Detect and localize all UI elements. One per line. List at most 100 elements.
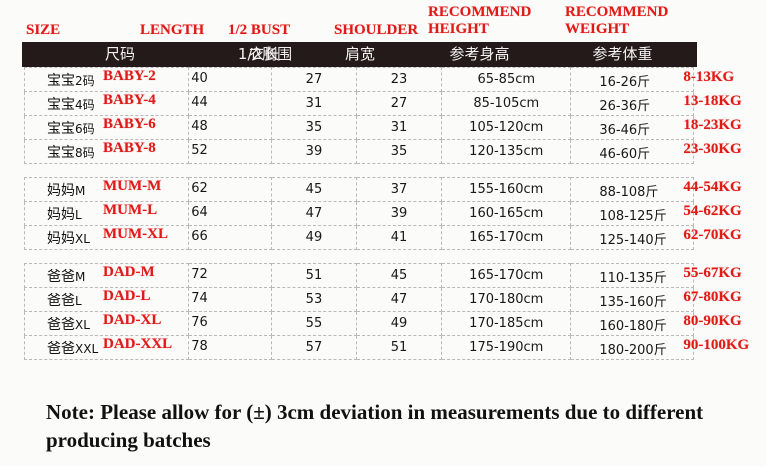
cell-recommend-height: 170-185cm: [441, 311, 572, 336]
cell-length: 62: [188, 177, 272, 202]
size-label-cn: 爸爸M: [47, 266, 85, 286]
cell-recommend-weight: 180-200斤 90-100KG: [570, 335, 749, 360]
size-label-cn: 宝宝4码: [47, 94, 95, 114]
cell-recommend-weight: 26-36斤 13-18KG: [570, 91, 742, 116]
table-row: 妈妈M MUM-M 62 45 37 155-160cm 88-108斤 44-54KG: [23, 177, 742, 202]
cell-size: 宝宝4码 BABY-4: [23, 91, 190, 116]
header-band: [22, 42, 697, 67]
table-row: 妈妈L MUM-L 64 47 39 160-165cm 108-125斤 54-62KG: [23, 201, 742, 226]
cell-length: 40: [188, 67, 272, 92]
length-value: 62: [191, 181, 208, 196]
size-label-cn-base: 宝宝: [47, 121, 75, 137]
header-en-length: LENGTH: [140, 22, 205, 38]
cell-size: 妈妈M MUM-M: [23, 177, 190, 202]
weight-value-kg: 90-100KG: [683, 337, 750, 353]
cell-recommend-weight: 36-46斤 18-23KG: [570, 115, 742, 140]
weight-value-jin: 110-135斤: [599, 271, 667, 286]
length-value: 72: [191, 267, 208, 282]
cell-bust: 45: [270, 177, 358, 202]
length-value: 76: [191, 315, 208, 330]
cell-bust: 51: [270, 263, 358, 288]
size-label-cn-suffix: XXL: [75, 342, 99, 356]
cell-size: 爸爸XL DAD-XL: [23, 311, 190, 336]
cell-recommend-height: 170-180cm: [441, 287, 572, 312]
length-value: 48: [191, 119, 208, 134]
table-row: 宝宝8码 BABY-8 52 39 35 120-135cm 46-60斤 23-30KG: [23, 139, 742, 164]
size-label-cn-suffix: XL: [75, 318, 90, 332]
size-label-cn-suffix: XL: [75, 232, 90, 246]
size-label-en: MUM-M: [103, 178, 162, 194]
size-label-cn-suffix: 8码: [75, 146, 95, 160]
size-label-en: BABY-4: [103, 92, 156, 108]
size-label-cn-base: 宝宝: [47, 73, 75, 89]
cell-bust: 49: [270, 225, 358, 250]
weight-value-jin: 16-26斤: [599, 75, 651, 90]
weight-value-kg: 18-23KG: [683, 117, 742, 133]
weight-value-jin: 135-160斤: [599, 295, 667, 310]
size-label-cn-base: 宝宝: [47, 97, 75, 113]
cell-recommend-weight: 135-160斤 67-80KG: [570, 287, 742, 312]
size-label-en: BABY-8: [103, 140, 156, 156]
cell-length: 44: [188, 91, 272, 116]
weight-value-jin: 26-36斤: [599, 99, 651, 114]
weight-value-jin: 125-140斤: [599, 233, 667, 248]
size-label-cn: 妈妈M: [47, 180, 85, 200]
disclaimer-note: Note: Please allow for (±) 3cm deviation…: [46, 400, 704, 452]
size-label-en: MUM-XL: [103, 226, 168, 242]
header-cn-recommend-weight: 参考体重: [592, 45, 653, 63]
weight-value-jin: 108-125斤: [599, 209, 667, 224]
cell-recommend-height: 65-85cm: [441, 67, 572, 92]
size-label-cn-base: 妈妈: [47, 183, 75, 199]
cell-recommend-height: 160-165cm: [441, 201, 572, 226]
length-value: 74: [191, 291, 208, 306]
table-row: 宝宝2码 BABY-2 40 27 23 65-85cm 16-26斤 8-13KG: [23, 67, 734, 92]
size-label-cn-base: 爸爸: [47, 269, 75, 285]
size-label-cn-base: 爸爸: [47, 317, 75, 333]
cell-bust: 47: [270, 201, 358, 226]
cell-shoulder: 31: [355, 115, 443, 140]
cell-recommend-height: 105-120cm: [441, 115, 572, 140]
size-label-cn-base: 爸爸: [47, 293, 75, 309]
weight-value-kg: 80-90KG: [683, 313, 742, 329]
cell-size: 妈妈L MUM-L: [23, 201, 190, 226]
size-label-en: BABY-2: [103, 68, 156, 84]
size-label-cn: 爸爸L: [47, 290, 82, 310]
size-label-en: DAD-M: [103, 264, 155, 280]
header-en-recommend-weight: RECOMMEND WEIGHT: [565, 4, 669, 37]
cell-length: 64: [188, 201, 272, 226]
header-cn-shoulder: 肩宽: [344, 45, 375, 63]
size-label-cn-suffix: 4码: [75, 98, 95, 112]
size-label-cn-suffix: 2码: [75, 74, 95, 88]
size-label-cn: 宝宝8码: [47, 142, 95, 162]
cell-length: 52: [188, 139, 272, 164]
cell-recommend-weight: 88-108斤 44-54KG: [570, 177, 742, 202]
size-table-body: 宝宝2码 BABY-2 40 27 23 65-85cm 16-26斤 8-13KG 宝宝4码 B…: [23, 67, 749, 360]
size-label-cn-suffix: M: [75, 270, 86, 284]
cell-shoulder: 39: [355, 201, 443, 226]
cell-shoulder: 49: [355, 311, 443, 336]
size-label-cn-suffix: L: [75, 208, 82, 222]
length-value: 44: [191, 95, 208, 110]
header-en-size: SIZE: [26, 22, 61, 38]
cell-recommend-weight: 108-125斤 54-62KG: [570, 201, 742, 226]
cell-bust: 57: [270, 335, 358, 360]
header-cn-recommend-height: 参考身高: [449, 45, 510, 63]
length-value: 66: [191, 229, 208, 244]
cell-recommend-weight: 110-135斤 55-67KG: [570, 263, 742, 288]
cell-shoulder: 47: [355, 287, 443, 312]
size-label-cn-suffix: 6码: [75, 122, 95, 136]
size-label-cn-base: 妈妈: [47, 231, 75, 247]
header-cn-bust: 1/2胸围: [237, 45, 293, 63]
weight-value-kg: 8-13KG: [683, 69, 735, 85]
table-row: 宝宝6码 BABY-6 48 35 31 105-120cm 36-46斤 18-23KG: [23, 115, 742, 140]
cell-recommend-height: 165-170cm: [441, 225, 572, 250]
cell-recommend-height: 155-160cm: [441, 177, 572, 202]
cell-size: 妈妈XL MUM-XL: [23, 225, 190, 250]
cell-recommend-weight: 46-60斤 23-30KG: [570, 139, 742, 164]
group-spacer-cell: [24, 249, 694, 264]
cell-recommend-height: 120-135cm: [441, 139, 572, 164]
cell-recommend-height: 165-170cm: [441, 263, 572, 288]
cell-size: 爸爸L DAD-L: [23, 287, 190, 312]
length-value: 64: [191, 205, 208, 220]
